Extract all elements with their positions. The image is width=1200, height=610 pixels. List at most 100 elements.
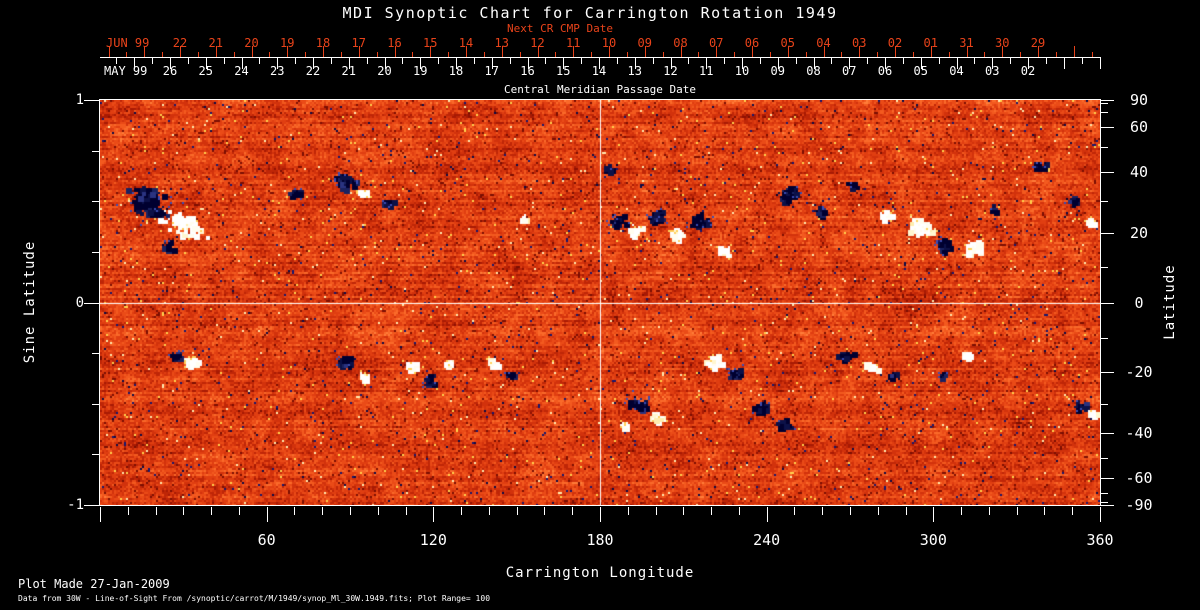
cmp-minor-tick: [438, 58, 440, 64]
cmp-major-tick: [456, 58, 457, 69]
latitude-tick-label: -40: [1125, 423, 1153, 442]
cmp-major-tick: [885, 58, 886, 69]
latitude-minor-tick: [1101, 492, 1108, 494]
cmp-date-label: 08: [806, 64, 821, 78]
bottom-axis-title: Carrington Longitude: [505, 565, 695, 581]
longitude-tick-label: 180: [586, 531, 614, 549]
next-cr-minor-tick: [591, 52, 593, 57]
cmp-major-tick: [1028, 58, 1029, 69]
cmp-date-label: 21: [341, 64, 356, 78]
longitude-minor-tick: [183, 507, 185, 515]
cmp-major-tick: [420, 58, 422, 69]
cmp-major-tick: [670, 58, 672, 69]
cmp-minor-tick: [581, 58, 583, 64]
next-cr-minor-tick: [412, 52, 414, 57]
longitude-tick-label: 300: [919, 531, 947, 549]
next-cr-major-tick: [573, 46, 575, 57]
latitude-major-tick: [1101, 127, 1114, 129]
longitude-major-tick: [266, 507, 268, 522]
latitude-major-tick: [1101, 302, 1114, 304]
next-cr-date-label: 22: [172, 36, 188, 50]
next-cr-major-tick: [930, 46, 932, 57]
next-cr-date-label: 04: [816, 36, 831, 50]
latitude-minor-tick: [1101, 103, 1108, 105]
longitude-minor-tick: [1072, 507, 1074, 515]
next-cr-major-tick: [323, 46, 324, 57]
cmp-major-tick: [384, 58, 386, 69]
latitude-major-tick: [1101, 371, 1114, 373]
next-cr-major-tick: [358, 46, 360, 57]
next-cr-minor-tick: [233, 52, 235, 57]
next-cr-major-tick: [1038, 46, 1039, 57]
cmp-date-label: 03: [985, 64, 1000, 78]
cmp-major-tick: [634, 58, 636, 69]
longitude-minor-tick: [211, 507, 213, 515]
latitude-major-tick: [1101, 477, 1114, 479]
latitude-major-tick: [1101, 172, 1114, 174]
cmp-major-tick: [491, 58, 493, 69]
cmp-minor-tick: [652, 58, 654, 64]
longitude-major-tick: [100, 507, 101, 522]
cmp-minor-tick: [831, 58, 833, 64]
longitude-tick-label: 240: [753, 531, 781, 549]
next-cr-date-label: 09: [637, 36, 652, 50]
next-cr-date-label: 14: [458, 36, 474, 50]
cmp-date-label: 12: [663, 64, 678, 78]
cmp-date-label: 13: [627, 64, 642, 78]
next-cr-minor-tick: [877, 52, 879, 57]
longitude-tick-label: 60: [257, 531, 276, 549]
top-axis-month-label: JUN 99: [106, 36, 150, 50]
cmp-major-tick: [563, 58, 565, 69]
cmp-minor-tick: [902, 58, 904, 64]
longitude-minor-tick: [294, 507, 296, 515]
cmp-minor-tick: [187, 58, 189, 64]
next-cr-major-tick: [108, 46, 110, 57]
cmp-axis-title: Central Meridian Passage Date: [503, 83, 697, 96]
longitude-minor-tick: [794, 507, 796, 515]
cmp-major-tick: [920, 58, 922, 69]
cmp-date-label: 20: [377, 64, 392, 78]
next-cr-date-label: 05: [780, 36, 795, 50]
cmp-minor-tick: [473, 58, 475, 64]
sine-latitude-minor-tick: [92, 150, 100, 152]
longitude-major-tick: [600, 507, 601, 522]
longitude-minor-tick: [655, 507, 657, 515]
cmp-date-label: 14: [591, 64, 607, 78]
next-cr-minor-tick: [448, 52, 450, 57]
next-cr-major-tick: [501, 46, 503, 57]
cmp-date-label: 26: [162, 64, 178, 78]
next-cr-minor-tick: [340, 52, 342, 57]
next-cr-major-tick: [609, 46, 610, 57]
cmp-major-tick: [170, 58, 171, 69]
cmp-minor-tick: [724, 58, 726, 64]
cmp-date-label: 07: [842, 64, 857, 78]
latitude-tick-label: -90: [1125, 496, 1153, 514]
cmp-minor-tick: [366, 58, 368, 64]
next-cr-date-label: 16: [387, 36, 402, 50]
next-cr-minor-tick: [519, 52, 521, 57]
longitude-minor-tick: [738, 507, 740, 515]
longitude-minor-tick: [544, 507, 546, 515]
next-cr-date-label: 21: [208, 36, 223, 50]
cmp-date-label: 16: [520, 64, 535, 78]
next-cr-major-tick: [466, 46, 467, 57]
longitude-minor-tick: [488, 507, 490, 515]
next-cr-minor-tick: [769, 52, 771, 57]
cmp-major-tick: [277, 58, 279, 69]
sine-latitude-tick-label: 0: [75, 294, 84, 311]
latitude-tick-label: 0: [1134, 293, 1144, 312]
next-cr-major-tick: [537, 46, 539, 57]
next-cr-minor-tick: [376, 52, 378, 57]
cmp-major-tick: [706, 58, 708, 69]
sine-latitude-minor-tick: [92, 201, 100, 203]
longitude-minor-tick: [572, 507, 574, 515]
cmp-minor-tick: [223, 58, 225, 64]
cmp-minor-tick: [295, 58, 297, 64]
cmp-minor-tick: [545, 58, 547, 64]
next-cr-minor-tick: [841, 52, 843, 57]
next-cr-major-tick: [716, 46, 718, 57]
latitude-minor-tick: [1101, 457, 1108, 459]
cmp-minor-tick: [330, 58, 332, 64]
next-cr-date-label: 03: [852, 36, 867, 50]
